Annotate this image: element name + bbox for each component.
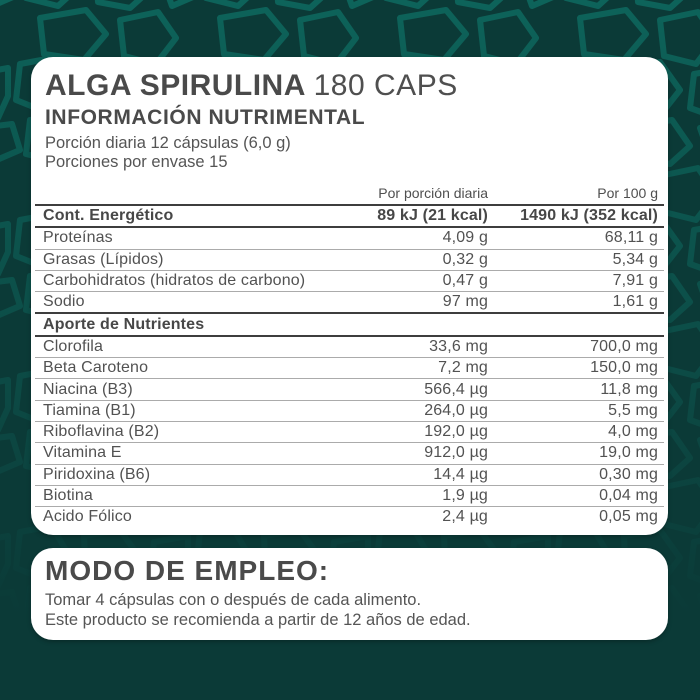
table-row: Cont. Energético 89 kJ (21 kcal) 1490 kJ… xyxy=(35,206,664,229)
nutrition-panel: ALGA SPIRULINA 180 CAPS INFORMACIÓN NUTR… xyxy=(31,57,668,535)
row-per-100g: 4,0 mg xyxy=(608,423,658,441)
row-per-100g: 5,5 mg xyxy=(608,401,658,419)
row-label: Tiamina (B1) xyxy=(43,401,136,419)
row-label: Vitamina E xyxy=(43,444,122,462)
nutrition-table: Cont. Energético 89 kJ (21 kcal) 1490 kJ… xyxy=(35,206,664,527)
row-per-100g: 1,61 g xyxy=(612,293,658,311)
row-per-100g: 700,0 mg xyxy=(590,337,658,355)
row-per-serving: 0,47 g xyxy=(442,272,488,290)
row-per-serving: 912,0 µg xyxy=(424,444,488,462)
row-per-serving: 4,09 g xyxy=(442,229,488,247)
table-row: Vitamina E 912,0 µg 19,0 mg xyxy=(35,443,664,465)
row-per-serving: 89 kJ (21 kcal) xyxy=(377,207,488,225)
usage-line-1: Tomar 4 cápsulas con o después de cada a… xyxy=(45,591,422,609)
usage-heading: MODO DE EMPLEO: xyxy=(45,555,330,586)
row-per-100g: 11,8 mg xyxy=(600,380,658,398)
row-per-serving: 1,9 µg xyxy=(442,487,488,504)
row-label: Sodio xyxy=(43,293,85,311)
table-row: Carbohidratos (hidratos de carbono) 0,47… xyxy=(35,271,664,293)
row-per-serving: 97 mg xyxy=(442,293,488,311)
table-row: Acido Fólico 2,4 µg 0,05 mg xyxy=(35,507,664,527)
product-size: 180 CAPS xyxy=(313,69,458,102)
row-per-serving: 7,2 mg xyxy=(438,359,488,377)
product-title: ALGA SPIRULINA 180 CAPS xyxy=(45,69,664,103)
row-per-serving: 192,0 µg xyxy=(424,423,488,441)
row-per-100g: 19,0 mg xyxy=(599,444,658,462)
serving-size-line: Porción diaria 12 cápsulas (6,0 g) xyxy=(45,134,291,152)
servings-per-container-line: Porciones por envase 15 xyxy=(45,153,228,171)
table-row: Aporte de Nutrientes xyxy=(35,314,664,337)
row-label: Piridoxina (B6) xyxy=(43,465,151,483)
table-row: Riboflavina (B2) 192,0 µg 4,0 mg xyxy=(35,422,664,444)
row-per-100g: 7,91 g xyxy=(612,272,658,290)
col-header-per-100g: Por 100 g xyxy=(597,185,658,201)
table-row: Proteínas 4,09 g 68,11 g xyxy=(35,228,664,250)
row-per-100g: 0,04 mg xyxy=(599,487,658,504)
row-label: Cont. Energético xyxy=(43,207,174,225)
table-row: Piridoxina (B6) 14,4 µg 0,30 mg xyxy=(35,465,664,486)
row-label: Aporte de Nutrientes xyxy=(43,315,205,333)
row-per-100g: 0,05 mg xyxy=(599,508,658,526)
row-label: Biotina xyxy=(43,487,93,504)
row-label: Beta Caroteno xyxy=(43,359,149,377)
table-row: Biotina 1,9 µg 0,04 mg xyxy=(35,486,664,508)
usage-panel: MODO DE EMPLEO: Tomar 4 cápsulas con o d… xyxy=(31,548,668,640)
usage-line-2: Este producto se recomienda a partir de … xyxy=(45,611,471,629)
row-label: Proteínas xyxy=(43,229,113,247)
row-per-serving: 0,32 g xyxy=(442,250,488,268)
row-per-100g: 150,0 mg xyxy=(590,359,658,377)
row-per-serving: 33,6 mg xyxy=(429,337,488,355)
table-header-row: Por porción diaria Por 100 g xyxy=(35,185,664,206)
row-per-100g: 68,11 g xyxy=(604,229,658,247)
col-header-empty xyxy=(43,185,338,201)
col-header-per-serving: Por porción diaria xyxy=(378,185,488,201)
row-label: Acido Fólico xyxy=(43,508,132,526)
row-per-100g: 1490 kJ (352 kcal) xyxy=(520,207,658,225)
table-row: Grasas (Lípidos) 0,32 g 5,34 g xyxy=(35,250,664,271)
row-label: Niacina (B3) xyxy=(43,380,133,398)
row-per-100g: 0,30 mg xyxy=(599,465,658,483)
row-per-serving: 264,0 µg xyxy=(424,401,488,419)
table-row: Tiamina (B1) 264,0 µg 5,5 mg xyxy=(35,401,664,422)
table-row: Clorofila 33,6 mg 700,0 mg xyxy=(35,337,664,359)
row-label: Clorofila xyxy=(43,337,104,355)
table-row: Beta Caroteno 7,2 mg 150,0 mg xyxy=(35,358,664,380)
row-per-serving: 14,4 µg xyxy=(433,465,488,483)
row-per-serving: 566,4 µg xyxy=(424,380,488,398)
row-label: Carbohidratos (hidratos de carbono) xyxy=(43,272,306,290)
table-row: Sodio 97 mg 1,61 g xyxy=(35,292,664,315)
row-per-serving: 2,4 µg xyxy=(442,508,488,526)
row-label: Grasas (Lípidos) xyxy=(43,250,164,268)
table-row: Niacina (B3) 566,4 µg 11,8 mg xyxy=(35,379,664,401)
nutrition-heading: INFORMACIÓN NUTRIMENTAL xyxy=(45,106,366,129)
row-label: Riboflavina (B2) xyxy=(43,423,160,441)
row-per-100g: 5,34 g xyxy=(612,250,658,268)
product-name: ALGA SPIRULINA xyxy=(45,69,305,102)
